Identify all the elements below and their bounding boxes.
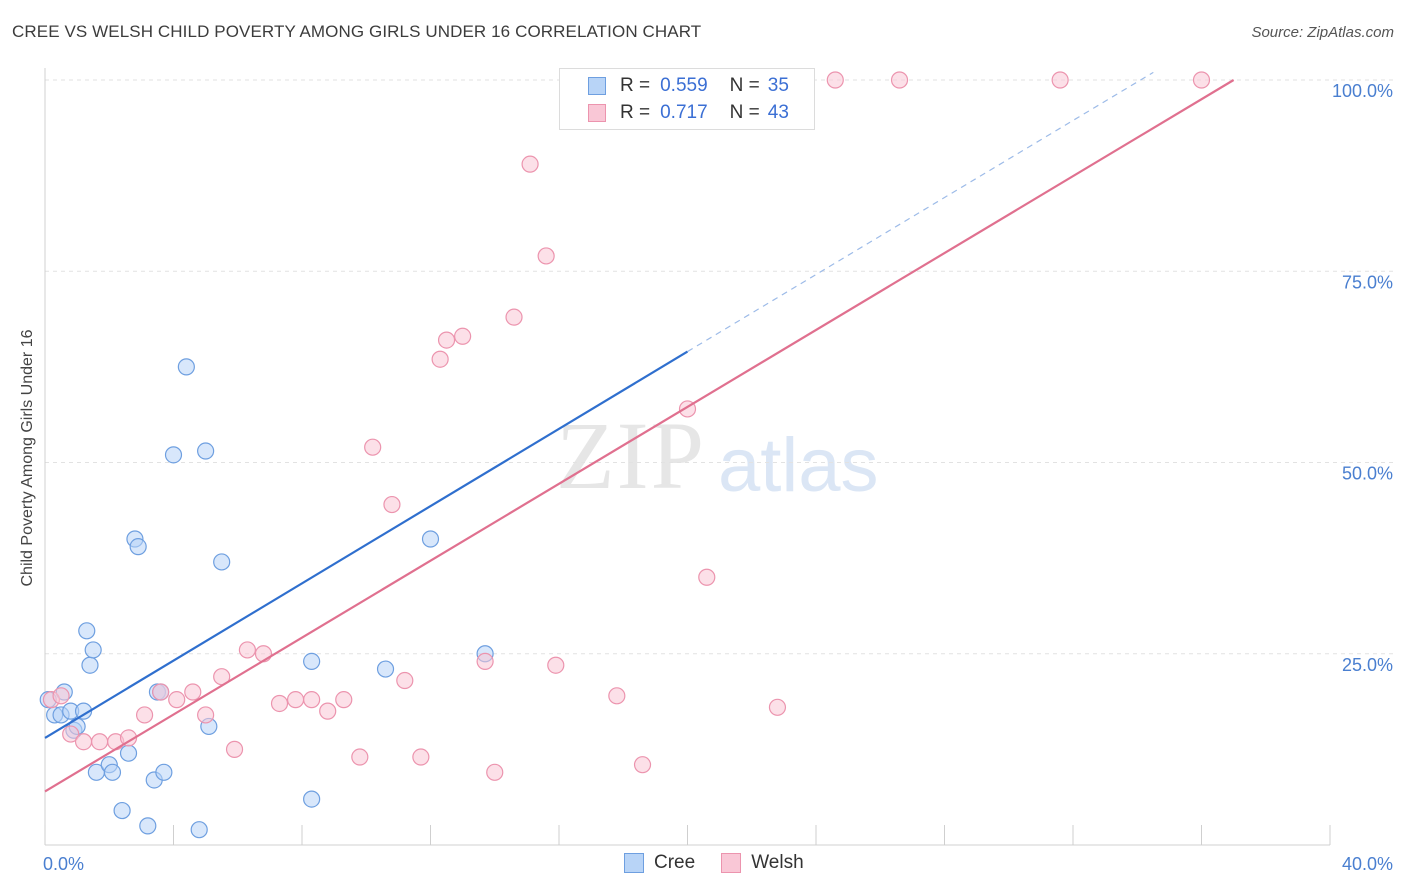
welsh-point	[412, 748, 430, 766]
welsh-point	[319, 702, 337, 720]
y-tick-label: 100.0%	[1332, 81, 1393, 101]
legend-item-cree[interactable]: Cree	[624, 852, 695, 874]
welsh-point	[152, 683, 170, 701]
chart-title: CREE VS WELSH CHILD POVERTY AMONG GIRLS …	[12, 22, 702, 41]
welsh-point	[537, 247, 555, 265]
welsh-point	[486, 763, 504, 781]
welsh-point	[505, 308, 523, 326]
y-tick-label: 75.0%	[1342, 272, 1393, 292]
welsh-point	[351, 748, 369, 766]
welsh-point	[698, 568, 716, 586]
welsh-legend-label: Welsh	[751, 852, 804, 873]
welsh-point	[62, 725, 80, 743]
welsh-point	[383, 495, 401, 514]
welsh-point	[431, 350, 449, 368]
legend-row-welsh: R = 0.717 N = 43	[560, 100, 789, 126]
welsh-point	[303, 691, 321, 709]
welsh-point	[135, 706, 154, 724]
cree-point	[303, 790, 321, 808]
y-tick-label: 50.0%	[1342, 464, 1393, 484]
welsh-r-value: 0.717	[660, 102, 708, 123]
cree-point	[78, 622, 96, 640]
welsh-point	[270, 694, 289, 713]
cree-trend-line	[44, 350, 689, 739]
watermark-atlas: atlas	[718, 423, 879, 508]
legend-row-cree: R = 0.559 N = 35	[560, 73, 789, 99]
welsh-swatch-icon	[588, 104, 606, 122]
welsh-point	[364, 438, 382, 456]
welsh-n-value: 43	[767, 102, 789, 123]
cree-point	[81, 656, 99, 674]
cree-point	[177, 358, 195, 376]
welsh-point	[633, 756, 652, 774]
source-credit: Source: ZipAtlas.com	[1251, 24, 1394, 41]
cree-point	[376, 660, 395, 678]
cree-r-label: R =	[620, 75, 651, 96]
cree-point	[164, 446, 183, 464]
y-tick-label: 25.0%	[1342, 655, 1393, 675]
cree-point	[119, 744, 138, 762]
welsh-point	[608, 687, 626, 705]
cree-n-value: 35	[767, 75, 789, 96]
welsh-point	[254, 645, 273, 663]
welsh-point	[454, 327, 472, 345]
x-tick-label-min: 0.0%	[43, 854, 84, 874]
cree-point	[190, 821, 208, 839]
welsh-point	[521, 155, 539, 173]
welsh-point	[476, 652, 494, 671]
welsh-point	[1051, 71, 1069, 89]
welsh-point	[396, 671, 414, 690]
cree-legend-label: Cree	[654, 852, 696, 873]
cree-point	[129, 538, 147, 556]
welsh-point	[52, 687, 70, 705]
welsh-legend-swatch-icon	[721, 853, 742, 873]
welsh-n-label: N =	[729, 102, 760, 123]
welsh-point	[335, 691, 353, 709]
x-tick-label-max: 40.0%	[1342, 854, 1393, 874]
welsh-point	[238, 641, 256, 659]
welsh-point	[184, 683, 202, 701]
welsh-point	[225, 740, 244, 758]
cree-point	[139, 817, 157, 835]
cree-legend-swatch-icon	[624, 853, 644, 873]
cree-n-label: N =	[729, 75, 760, 96]
cree-point	[303, 652, 321, 671]
welsh-point	[1192, 71, 1211, 89]
welsh-point	[768, 698, 787, 716]
correlation-legend: R = 0.559 N = 35 R = 0.717 N = 43	[559, 68, 815, 130]
cree-trend-extrapolation	[687, 71, 1154, 353]
welsh-point	[286, 691, 305, 709]
cree-point	[155, 763, 173, 781]
welsh-r-label: R =	[620, 102, 651, 123]
welsh-point	[74, 733, 93, 751]
cree-r-value: 0.559	[660, 75, 708, 96]
series-legend: Cree Welsh	[624, 852, 830, 874]
welsh-trend-line	[44, 79, 1235, 793]
welsh-point	[168, 691, 186, 709]
welsh-point	[197, 706, 215, 724]
legend-item-welsh[interactable]: Welsh	[721, 852, 804, 874]
cree-point	[84, 641, 102, 659]
cree-point	[103, 763, 122, 781]
cree-point	[213, 553, 231, 571]
cree-point	[421, 530, 440, 548]
welsh-point	[890, 71, 909, 89]
cree-point	[197, 442, 215, 460]
cree-point	[113, 801, 131, 820]
welsh-point	[547, 656, 565, 674]
welsh-point	[826, 71, 844, 89]
welsh-point	[437, 331, 456, 349]
welsh-point	[91, 733, 109, 751]
watermark-zip: ZIP	[556, 402, 706, 509]
cree-swatch-icon	[588, 77, 606, 95]
